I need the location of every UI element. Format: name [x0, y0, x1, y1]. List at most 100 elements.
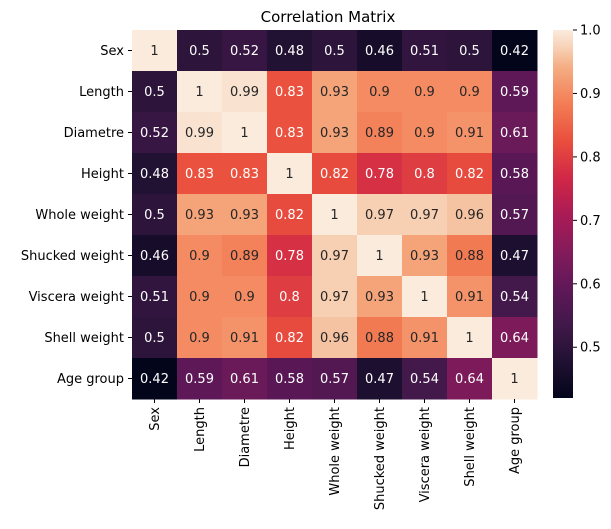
- cell-value-label: 0.52: [230, 44, 259, 59]
- heatmap-cell: [222, 235, 268, 277]
- cell-value-label: 0.9: [189, 249, 210, 264]
- cell-value-label: 1: [375, 249, 383, 264]
- heatmap-cell: [222, 194, 268, 236]
- heatmap-cell: [357, 71, 403, 113]
- cell-value-label: 0.97: [410, 208, 439, 223]
- row-tick-labels: Sex Length Diametre Height Whole weight Shuck…: [21, 44, 132, 387]
- row-tick-label: Shell weight: [44, 331, 124, 346]
- row-tick-label: Whole weight: [35, 208, 124, 223]
- heatmap-cell: [177, 71, 223, 113]
- cell-value-label: 0.93: [185, 208, 214, 223]
- heatmap-cell: [492, 153, 538, 195]
- cell-value-label: 0.59: [185, 372, 214, 387]
- heatmap-cell: [267, 276, 313, 318]
- heatmap-cell: [312, 317, 358, 359]
- column-tick-label: Viscera weight: [418, 407, 433, 502]
- cell-value-label: 0.48: [275, 44, 304, 59]
- cell-value-label: 0.97: [320, 290, 349, 305]
- cell-value-label: 0.89: [365, 126, 394, 141]
- cell-value-label: 0.93: [410, 249, 439, 264]
- cell-value-label: 0.64: [455, 372, 484, 387]
- colorbar-tick-label: 0.8: [580, 150, 601, 165]
- cell-value-label: 0.9: [414, 126, 435, 141]
- heatmap-cell: [492, 194, 538, 236]
- cell-value-label: 0.57: [320, 372, 349, 387]
- cell-value-label: 0.5: [459, 44, 480, 59]
- row-tick-label: Sex: [100, 44, 124, 59]
- cell-value-label: 0.9: [369, 85, 390, 100]
- cell-value-label: 0.99: [230, 85, 259, 100]
- heatmap-cell: [492, 358, 538, 400]
- cell-value-label: 0.59: [500, 85, 529, 100]
- heatmap-cell: [177, 276, 223, 318]
- heatmap-cell: [132, 71, 178, 113]
- cell-value-label: 0.9: [234, 290, 255, 305]
- heatmap-cell: [177, 358, 223, 400]
- heatmap-cell: [402, 276, 448, 318]
- heatmap-cell: [267, 153, 313, 195]
- cell-value-label: 0.52: [140, 126, 169, 141]
- heatmap-cell: [222, 358, 268, 400]
- heatmap-cell: [402, 194, 448, 236]
- cell-value-label: 0.42: [500, 44, 529, 59]
- cell-value-label: 1: [510, 372, 518, 387]
- cell-value-label: 1: [420, 290, 428, 305]
- column-tick-label: Shell weight: [463, 407, 478, 487]
- cell-value-label: 0.64: [500, 331, 529, 346]
- heatmap-cell: [267, 235, 313, 277]
- heatmap-cell: [312, 112, 358, 154]
- heatmap-cell: [312, 194, 358, 236]
- heatmap-cell: [492, 71, 538, 113]
- heatmap-cell: [402, 153, 448, 195]
- column-tick-label: Age group: [508, 407, 523, 474]
- heatmap-cell: [132, 276, 178, 318]
- cell-value-label: 0.89: [230, 249, 259, 264]
- column-tick-label: Length: [193, 407, 208, 452]
- column-tick-label: Sex: [148, 407, 163, 431]
- row-tick-label: Shucked weight: [21, 249, 124, 264]
- heatmap-cell: [267, 317, 313, 359]
- cell-value-label: 0.78: [275, 249, 304, 264]
- heatmap-cell: [132, 194, 178, 236]
- heatmap-cell: [447, 358, 493, 400]
- heatmap-cell: [447, 153, 493, 195]
- heatmap-cell: [402, 112, 448, 154]
- heatmap-cell: [402, 317, 448, 359]
- heatmap-cell: [447, 112, 493, 154]
- heatmap-cell: [357, 112, 403, 154]
- heatmap-cell: [222, 276, 268, 318]
- colorbar-tick-label: 0.6: [580, 277, 601, 292]
- colorbar-tick-label: 0.5: [580, 341, 601, 356]
- colorbar-tick-label: 0.7: [580, 214, 601, 229]
- cell-value-label: 0.5: [144, 208, 165, 223]
- heatmap-cell: [402, 358, 448, 400]
- row-tick-label: Viscera weight: [29, 290, 124, 305]
- cell-value-label: 0.61: [500, 126, 529, 141]
- heatmap-cell: [267, 358, 313, 400]
- heatmap-cell: [357, 276, 403, 318]
- cell-value-label: 0.8: [279, 290, 300, 305]
- heatmap-cell: [357, 317, 403, 359]
- heatmap-cell: [177, 317, 223, 359]
- cell-value-label: 1: [240, 126, 248, 141]
- cell-value-label: 0.57: [500, 208, 529, 223]
- cell-value-label: 0.83: [185, 167, 214, 182]
- row-tick-label: Length: [79, 85, 124, 100]
- heatmap-cell: [267, 112, 313, 154]
- heatmap-cell: [132, 358, 178, 400]
- heatmap-cell: [222, 112, 268, 154]
- chart-title: Correlation Matrix: [261, 8, 396, 26]
- heatmap-cell: [447, 30, 493, 72]
- cell-value-label: 0.5: [324, 44, 345, 59]
- heatmap-cell: [492, 276, 538, 318]
- heatmap-cell: [132, 235, 178, 277]
- column-tick-labels: Sex Length Diametre Height Whole weight Shuck…: [148, 399, 523, 510]
- cell-value-label: 0.83: [230, 167, 259, 182]
- heatmap-cell: [357, 358, 403, 400]
- heatmap-cell: [177, 112, 223, 154]
- heatmap-cell: [222, 317, 268, 359]
- cell-value-label: 0.9: [459, 85, 480, 100]
- cell-value-label: 0.42: [140, 372, 169, 387]
- heatmap-cell: [447, 194, 493, 236]
